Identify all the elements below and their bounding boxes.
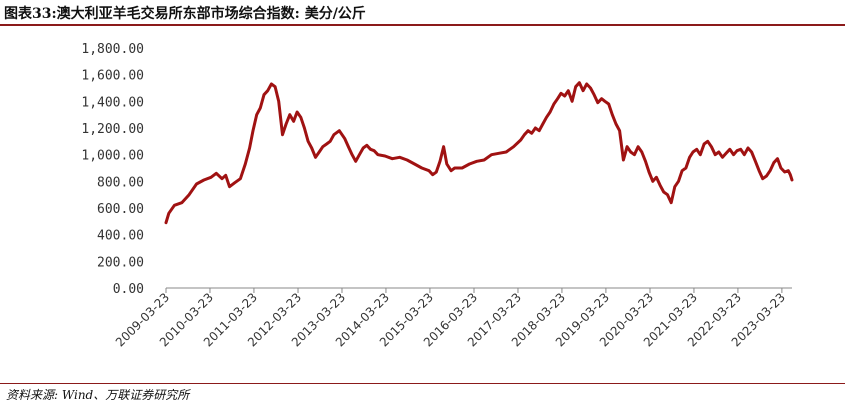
y-tick-label: 1,000.00 (81, 149, 144, 164)
series-line (164, 81, 794, 225)
y-tick-label: 1,400.00 (81, 95, 144, 110)
title-divider (0, 24, 845, 26)
source-note: 资料来源: Wind、万联证券研究所 (6, 388, 190, 402)
x-axis: 2009-03-232010-03-232011-03-232012-03-23… (113, 287, 792, 349)
y-axis: 0.00 200.00 400.00 600.00 800.00 1,000.00 1,20… (81, 42, 144, 297)
y-tick-label: 400.00 (97, 229, 144, 244)
y-tick-label: 800.00 (97, 175, 144, 190)
y-tick-label: 1,800.00 (81, 42, 144, 57)
y-tick-label: 600.00 (97, 202, 144, 217)
y-tick-label: 200.00 (97, 255, 144, 270)
source-divider (0, 383, 845, 384)
series-layer (164, 81, 794, 225)
y-tick-label: 0.00 (113, 282, 144, 297)
y-tick-label: 1,200.00 (81, 122, 144, 137)
y-tick-label: 1,600.00 (81, 69, 144, 84)
chart-title: 图表33:澳大利亚羊毛交易所东部市场综合指数: 美分/公斤 (4, 6, 366, 22)
